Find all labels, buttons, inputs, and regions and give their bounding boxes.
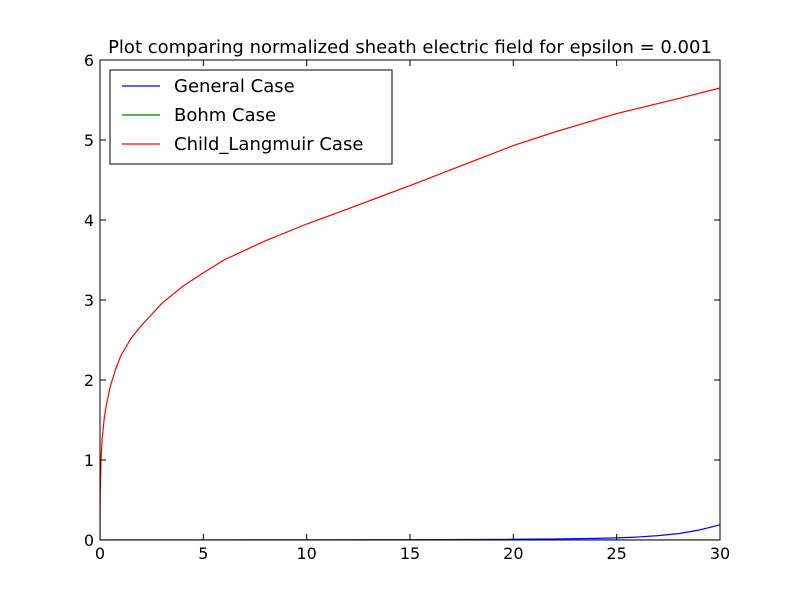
x-tick-label: 5 (198, 544, 208, 563)
x-tick-label: 15 (400, 544, 420, 563)
legend: General Case Bohm Case Child_Langmuir Case (109, 69, 393, 165)
x-tick-label: 30 (710, 544, 730, 563)
y-tick-label: 0 (84, 531, 94, 550)
legend-label-general-case: General Case (174, 76, 295, 97)
y-tick-label: 1 (84, 451, 94, 470)
chart-title: Plot comparing normalized sheath electri… (108, 37, 712, 58)
y-tick-label: 5 (84, 131, 94, 150)
y-tick-label: 4 (84, 211, 94, 230)
series-line-child-langmuir-case (100, 87, 720, 540)
legend-label-child-langmuir-case: Child_Langmuir Case (174, 134, 363, 155)
axes: 0 5 10 15 20 25 30 0 1 2 3 4 5 6 (84, 51, 730, 563)
x-tick-label: 20 (503, 544, 523, 563)
x-tick-label: 25 (606, 544, 626, 563)
x-tick-label: 0 (95, 544, 105, 563)
y-tick-label: 6 (84, 51, 94, 70)
legend-label-bohm-case: Bohm Case (174, 105, 276, 126)
y-tick-label: 2 (84, 371, 94, 390)
x-tick-label: 10 (296, 544, 316, 563)
y-tick-label: 3 (84, 291, 94, 310)
